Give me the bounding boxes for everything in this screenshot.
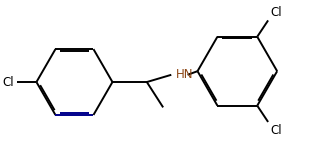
Text: HN: HN	[176, 68, 193, 81]
Text: Cl: Cl	[270, 124, 282, 137]
Text: Cl: Cl	[2, 75, 14, 89]
Text: Cl: Cl	[270, 6, 282, 19]
